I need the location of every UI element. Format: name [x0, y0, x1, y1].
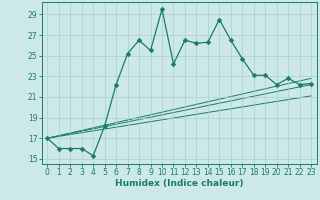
X-axis label: Humidex (Indice chaleur): Humidex (Indice chaleur)	[115, 179, 244, 188]
